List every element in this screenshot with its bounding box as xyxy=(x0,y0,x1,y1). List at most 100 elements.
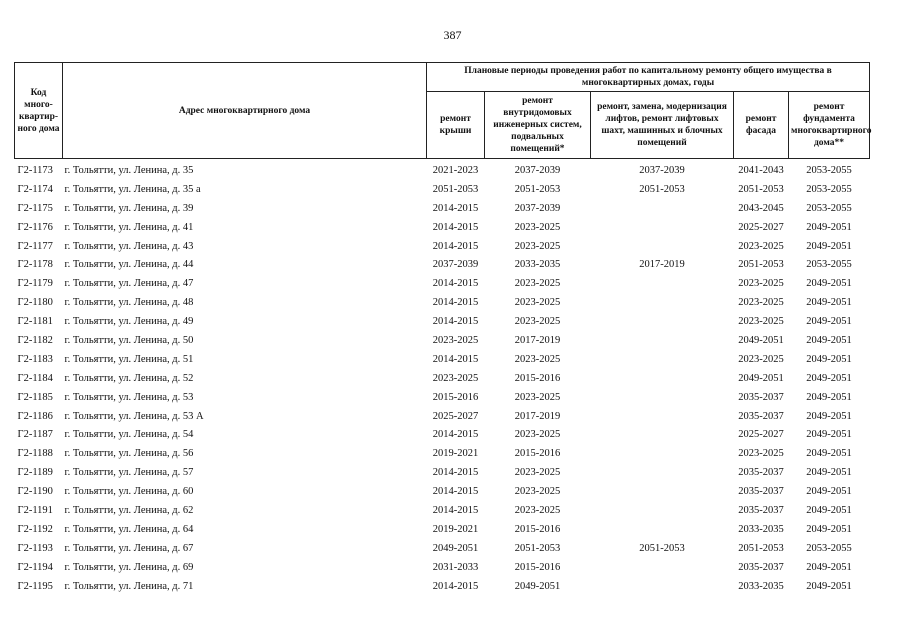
cell-code: Г2-1187 xyxy=(17,429,53,441)
table-row: Г2-1177 г. Тольятти, ул. Ленина, д. 43 201… xyxy=(15,237,870,256)
cell-facade: 2051-2053 xyxy=(738,259,784,271)
cell-elevator xyxy=(591,218,734,237)
cell-code: Г2-1182 xyxy=(17,334,53,346)
table-row: Г2-1193 г. Тольятти, ул. Ленина, д. 67 204… xyxy=(15,539,870,558)
cell-roof: 2014-2015 xyxy=(432,467,479,479)
cell-elevator xyxy=(591,407,734,426)
cell-code: Г2-1173 xyxy=(17,164,53,176)
cell-roof: 2031-2033 xyxy=(432,561,479,573)
cell-roof: 2049-2051 xyxy=(432,542,479,554)
cell-code: Г2-1185 xyxy=(17,391,53,403)
cell-foundation: 2049-2051 xyxy=(806,278,852,290)
cell-elevator xyxy=(591,577,734,596)
cell-facade: 2051-2053 xyxy=(738,542,784,554)
cell-address: г. Тольятти, ул. Ленина, д. 56 xyxy=(64,448,194,460)
cell-roof: 2021-2023 xyxy=(432,164,479,176)
cell-code: Г2-1183 xyxy=(17,353,53,365)
cell-foundation: 2049-2051 xyxy=(806,240,852,252)
header-roof-repair: ремонт крыши xyxy=(426,91,485,159)
cell-engineering: 2017-2019 xyxy=(514,410,561,422)
cell-foundation: 2049-2051 xyxy=(806,448,852,460)
cell-facade: 2023-2025 xyxy=(738,353,784,365)
cell-address: г. Тольятти, ул. Ленина, д. 41 xyxy=(64,221,194,233)
cell-facade: 2035-2037 xyxy=(738,486,784,498)
table-row: Г2-1191 г. Тольятти, ул. Ленина, д. 62 201… xyxy=(15,501,870,520)
header-engineering-systems-repair: ремонт внутридомовых инженерных систем, … xyxy=(484,91,591,159)
cell-foundation: 2053-2055 xyxy=(806,202,852,214)
cell-engineering: 2023-2025 xyxy=(514,221,561,233)
cell-code: Г2-1195 xyxy=(17,580,53,592)
cell-code: Г2-1177 xyxy=(17,240,53,252)
cell-elevator xyxy=(591,237,734,256)
cell-roof: 2014-2015 xyxy=(432,504,479,516)
cell-code: Г2-1184 xyxy=(17,372,53,384)
cell-facade: 2023-2025 xyxy=(738,316,784,328)
cell-foundation: 2049-2051 xyxy=(806,316,852,328)
cell-foundation: 2049-2051 xyxy=(806,429,852,441)
cell-elevator: 2037-2039 xyxy=(639,164,685,176)
cell-address: г. Тольятти, ул. Ленина, д. 64 xyxy=(64,523,194,535)
cell-engineering: 2017-2019 xyxy=(514,334,561,346)
cell-engineering: 2033-2035 xyxy=(514,259,561,271)
cell-engineering: 2023-2025 xyxy=(514,504,561,516)
cell-facade: 2033-2035 xyxy=(738,580,784,592)
cell-roof: 2014-2015 xyxy=(432,297,479,309)
cell-code: Г2-1193 xyxy=(17,542,53,554)
cell-facade: 2049-2051 xyxy=(738,372,784,384)
cell-foundation: 2049-2051 xyxy=(806,372,852,384)
cell-engineering: 2023-2025 xyxy=(514,240,561,252)
cell-roof: 2025-2027 xyxy=(432,410,479,422)
cell-facade: 2025-2027 xyxy=(738,429,784,441)
cell-roof: 2023-2025 xyxy=(432,372,479,384)
cell-foundation: 2053-2055 xyxy=(806,164,852,176)
cell-address: г. Тольятти, ул. Ленина, д. 50 xyxy=(64,334,194,346)
cell-foundation: 2053-2055 xyxy=(806,542,852,554)
cell-elevator xyxy=(591,425,734,444)
cell-code: Г2-1188 xyxy=(17,448,53,460)
table-body: Г2-1173 г. Тольятти, ул. Ленина, д. 35 202… xyxy=(15,159,870,596)
cell-facade: 2025-2027 xyxy=(738,221,784,233)
cell-roof: 2051-2053 xyxy=(432,183,479,195)
cell-facade: 2035-2037 xyxy=(738,467,784,479)
cell-elevator xyxy=(591,463,734,482)
cell-roof: 2014-2015 xyxy=(432,486,479,498)
cell-engineering: 2051-2053 xyxy=(514,183,561,195)
cell-foundation: 2053-2055 xyxy=(806,183,852,195)
cell-roof: 2014-2015 xyxy=(432,240,479,252)
cell-address: г. Тольятти, ул. Ленина, д. 35 xyxy=(64,164,194,176)
cell-facade: 2035-2037 xyxy=(738,391,784,403)
cell-engineering: 2037-2039 xyxy=(514,202,561,214)
cell-address: г. Тольятти, ул. Ленина, д. 69 xyxy=(64,561,194,573)
cell-code: Г2-1179 xyxy=(17,278,53,290)
cell-engineering: 2023-2025 xyxy=(514,391,561,403)
cell-address: г. Тольятти, ул. Ленина, д. 67 xyxy=(64,542,194,554)
cell-roof: 2014-2015 xyxy=(432,580,479,592)
cell-elevator xyxy=(591,274,734,293)
cell-engineering: 2015-2016 xyxy=(514,561,561,573)
table-row: Г2-1181 г. Тольятти, ул. Ленина, д. 49 201… xyxy=(15,312,870,331)
header-foundation-repair: ремонт фундамента многоквартирного дома*… xyxy=(788,91,872,159)
cell-engineering: 2023-2025 xyxy=(514,353,561,365)
cell-roof: 2014-2015 xyxy=(432,353,479,365)
cell-foundation: 2049-2051 xyxy=(806,580,852,592)
cell-engineering: 2023-2025 xyxy=(514,467,561,479)
cell-address: г. Тольятти, ул. Ленина, д. 51 xyxy=(64,353,194,365)
cell-code: Г2-1181 xyxy=(17,316,53,328)
header-facade-repair: ремонт фасада xyxy=(733,91,789,159)
cell-elevator xyxy=(591,501,734,520)
cell-address: г. Тольятти, ул. Ленина, д. 47 xyxy=(64,278,194,290)
cell-roof: 2014-2015 xyxy=(432,429,479,441)
table-row: Г2-1195 г. Тольятти, ул. Ленина, д. 71 201… xyxy=(15,577,870,596)
cell-address: г. Тольятти, ул. Ленина, д. 43 xyxy=(64,240,194,252)
cell-elevator: 2051-2053 xyxy=(639,542,685,554)
cell-facade: 2023-2025 xyxy=(738,278,784,290)
header-planned-periods: Плановые периоды проведения работ по кап… xyxy=(426,62,870,92)
cell-foundation: 2049-2051 xyxy=(806,221,852,233)
cell-facade: 2049-2051 xyxy=(738,334,784,346)
cell-roof: 2019-2021 xyxy=(432,448,479,460)
header-elevator-repair: ремонт, замена, модернизация лифтов, рем… xyxy=(590,91,734,159)
cell-elevator: 2051-2053 xyxy=(639,183,685,195)
cell-elevator xyxy=(591,388,734,407)
cell-foundation: 2049-2051 xyxy=(806,410,852,422)
table-row: Г2-1175 г. Тольятти, ул. Ленина, д. 39 201… xyxy=(15,199,870,218)
